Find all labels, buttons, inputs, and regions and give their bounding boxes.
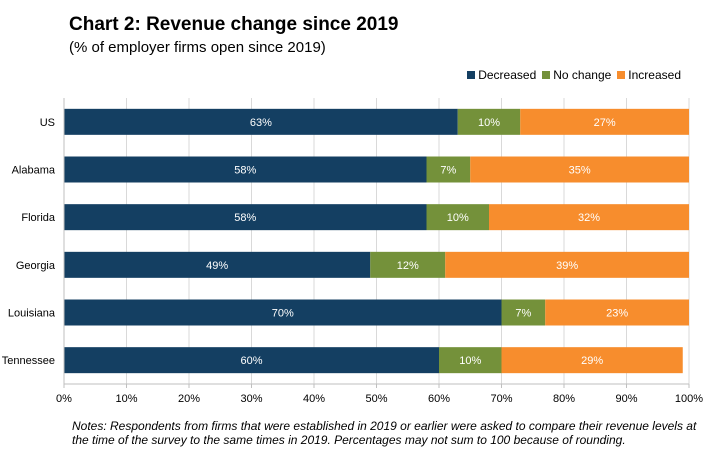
data-label: 58% <box>234 212 256 224</box>
category-label: Tennessee <box>2 355 55 367</box>
x-tick-label: 10% <box>115 393 137 405</box>
x-tick-label: 100% <box>675 393 703 405</box>
bar-no-change <box>457 108 521 135</box>
data-label: 10% <box>478 117 500 129</box>
data-label: 60% <box>240 355 262 367</box>
data-label: 10% <box>447 212 469 224</box>
bar-decreased <box>64 156 427 183</box>
x-tick-label: 40% <box>303 393 325 405</box>
legend-label-increased: Increased <box>628 68 681 82</box>
bar-decreased <box>64 108 458 135</box>
legend-swatch-increased <box>617 71 626 79</box>
legend-item-increased: Increased <box>617 68 681 82</box>
x-tick-label: 90% <box>615 393 637 405</box>
chart-title: Chart 2: Revenue change since 2019 <box>69 14 399 35</box>
x-tick-label: 20% <box>178 393 200 405</box>
bar-increased <box>520 108 689 135</box>
x-tick-label: 30% <box>240 393 262 405</box>
bar-increased <box>501 347 683 374</box>
category-label: Alabama <box>12 165 56 177</box>
category-label: Louisiana <box>8 308 56 320</box>
data-label: 10% <box>459 355 481 367</box>
data-label: 70% <box>272 308 294 320</box>
legend-swatch-no-change <box>542 71 551 79</box>
bar-decreased <box>64 347 439 374</box>
data-label: 32% <box>578 212 600 224</box>
data-label: 12% <box>397 260 419 272</box>
bar-increased <box>470 156 689 183</box>
bar-no-change <box>501 299 546 326</box>
bar-increased <box>445 251 689 278</box>
data-label: 27% <box>594 117 616 129</box>
bar-increased <box>489 204 689 231</box>
x-tick-label: 70% <box>490 393 512 405</box>
bar-decreased <box>64 204 427 231</box>
category-label: US <box>40 117 55 129</box>
data-label: 63% <box>250 117 272 129</box>
x-tick-label: 80% <box>553 393 575 405</box>
data-label: 35% <box>569 165 591 177</box>
data-label: 7% <box>440 165 456 177</box>
chart-notes: Notes: Respondents from firms that were … <box>72 419 697 447</box>
bar-decreased <box>64 299 502 326</box>
chart-legend: Decreased No change Increased <box>461 68 681 82</box>
legend-item-no-change: No change <box>542 68 611 82</box>
data-label: 49% <box>206 260 228 272</box>
data-label: 23% <box>606 308 628 320</box>
bar-increased <box>545 299 689 326</box>
bar-no-change <box>426 204 489 231</box>
legend-swatch-decreased <box>467 71 476 79</box>
chart-subtitle: (% of employer firms open since 2019) <box>69 39 326 56</box>
x-tick-label: 50% <box>365 393 387 405</box>
bar-no-change <box>426 156 471 183</box>
legend-item-decreased: Decreased <box>467 68 536 82</box>
x-tick-label: 0% <box>56 393 72 405</box>
category-label: Florida <box>21 212 56 224</box>
data-label: 58% <box>234 165 256 177</box>
data-label: 29% <box>581 355 603 367</box>
bar-no-change <box>439 347 502 374</box>
legend-label-decreased: Decreased <box>478 68 537 82</box>
category-label: Georgia <box>16 260 56 272</box>
data-label: 39% <box>556 260 578 272</box>
bar-no-change <box>370 251 446 278</box>
x-tick-label: 60% <box>428 393 450 405</box>
data-label: 7% <box>515 308 531 320</box>
legend-label-no-change: No change <box>553 68 612 82</box>
bar-decreased <box>64 251 371 278</box>
